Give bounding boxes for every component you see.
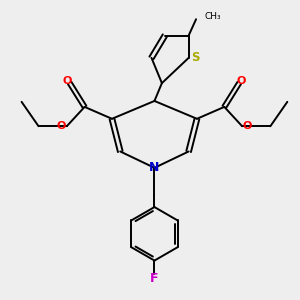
Text: CH₃: CH₃ [204,12,221,21]
Text: O: O [243,121,252,131]
Text: S: S [191,51,200,64]
Text: O: O [63,76,72,86]
Text: O: O [237,76,246,86]
Text: O: O [57,121,66,131]
Text: F: F [150,272,159,285]
Text: N: N [149,161,160,174]
